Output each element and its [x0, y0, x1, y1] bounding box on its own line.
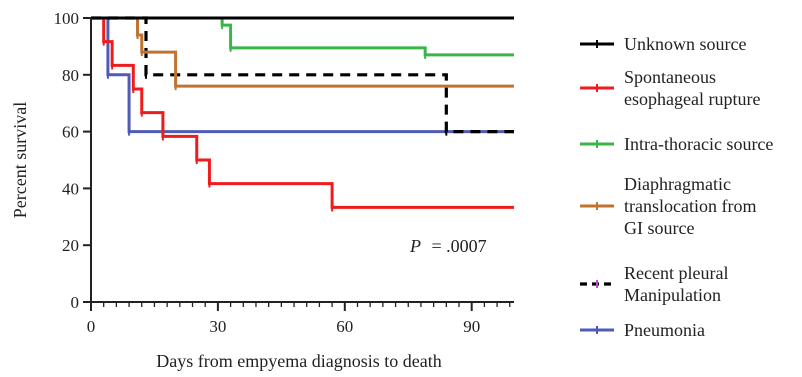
y-tick-label: 20: [62, 236, 79, 255]
y-tick-label: 100: [54, 9, 80, 28]
legend-label: Spontaneous: [624, 67, 716, 87]
series-layer: [91, 16, 514, 212]
x-tick-label: 90: [463, 317, 480, 336]
series-line-intra-thoracic-source: [91, 16, 514, 57]
legend-label: Recent pleural: [624, 263, 728, 283]
p-value-text: = .0007: [432, 236, 487, 256]
p-value-label: P: [409, 236, 421, 256]
legend-label: translocation from: [624, 196, 756, 216]
y-tick-label: 40: [62, 179, 79, 198]
series-line-spontaneous-esophageal-rupture: [91, 16, 514, 209]
legend-item-pneumonia: Pneumonia: [580, 320, 705, 340]
x-tick-label: 60: [336, 317, 353, 336]
p-value-annotation: P = .0007: [409, 236, 487, 256]
y-tick-label: 0: [71, 293, 80, 312]
legend-label: Diaphragmatic: [624, 174, 731, 194]
legend-label: Intra-thoracic source: [624, 134, 773, 154]
legend-label: Pneumonia: [624, 320, 705, 340]
y-axis-title: Percent survival: [10, 102, 30, 218]
legend-label: Unknown source: [624, 34, 746, 54]
legend-label: Manipulation: [624, 285, 721, 305]
legend-label: GI source: [624, 218, 694, 238]
legend-label: esophageal rupture: [624, 89, 760, 109]
series-line-recent-pleural-manipulation: [91, 16, 514, 134]
x-tick-label: 0: [87, 317, 96, 336]
axes-layer: 0 20 40 60 80 100 0 30 60 90: [54, 9, 514, 336]
legend-item-intra-thoracic-source: Intra-thoracic source: [580, 134, 773, 154]
legend-item-unknown-source: Unknown source: [580, 34, 746, 54]
y-tick-label: 60: [62, 123, 79, 142]
x-axis-title: Days from empyema diagnosis to death: [156, 351, 441, 371]
y-tick-label: 80: [62, 66, 79, 85]
x-tick-label: 30: [209, 317, 226, 336]
